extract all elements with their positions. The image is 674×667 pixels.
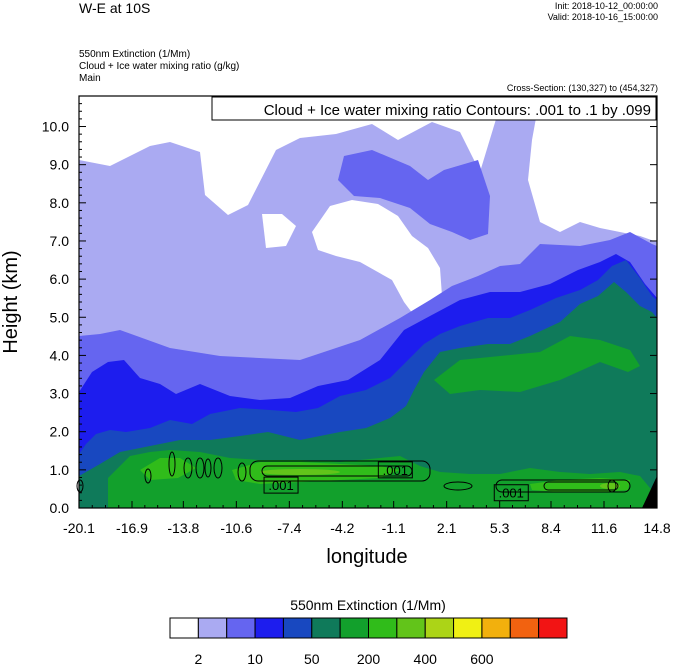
subtitle-mixing-ratio: Cloud + Ice water mixing ratio (g/kg) [79,61,240,72]
colorbar-label: 50 [304,651,320,667]
valid-time: Valid: 2018-10-16_15:00:00 [547,12,658,22]
contour-label: .001 [268,478,293,493]
x-tick-label: -1.1 [382,520,406,536]
y-tick-label: 2.0 [50,424,70,440]
x-tick-label: -10.6 [220,520,252,536]
y-tick-label: 9.0 [50,157,70,173]
colorbar: 2 10 50 200 400 600 [169,617,568,667]
band-green-low [108,450,657,508]
colorbar-swatch [282,617,313,639]
colorbar-swatch [339,617,369,639]
chart-title: W-E at 10S [79,0,151,16]
x-tick-label: 2.1 [437,520,457,536]
colorbar-label: 200 [357,651,381,667]
contour-loop-8 [443,481,473,491]
band-bright-green-3 [140,458,196,480]
contour-info-box [211,96,657,121]
contour-label-box [377,461,413,479]
colorbar-swatch [424,617,455,639]
colorbar-swatch [453,617,483,639]
contour-labels: .001 .001 .001 [263,461,529,502]
cross-section-label: Cross-Section: (130,327) to (454,327) [506,83,658,93]
colorbar-swatch [396,617,426,639]
subtitle-extinction: 550nm Extinction (1/Mm) [79,49,191,60]
init-time: Init: 2018-10-12_00:00:00 [554,1,658,11]
contour-label-box [493,484,529,502]
colorbar-label: 600 [470,651,494,667]
x-tick-label: -4.2 [330,520,354,536]
contour-loop-5 [213,457,223,479]
contour-loop-4 [204,458,212,478]
contour-label: .001 [383,463,408,478]
colorbar-swatch [254,617,284,639]
y-tick-label: 8.0 [50,195,70,211]
mixing-ratio-contours [76,451,631,493]
contour-label-box [263,476,299,494]
clear-pocket-2 [262,214,296,248]
lime-speck-2 [600,483,620,489]
x-axis-title: longitude [326,546,407,568]
colorbar-swatch [197,617,228,639]
x-tick-label: -13.8 [167,520,199,536]
x-tick-label: -20.1 [63,520,95,536]
x-tick-label: -16.9 [116,520,148,536]
band-green-aloft [434,336,640,394]
colorbar-swatch [368,617,398,639]
contour-loop-3 [195,457,205,479]
contour-loop-2 [183,457,193,479]
colorbar-swatch [481,617,511,639]
colorbar-label: 400 [414,651,438,667]
clear-pocket-3 [528,96,657,242]
contour-right-1 [495,479,631,493]
colorbar-label: 2 [194,651,202,667]
x-tick-label: 5.3 [490,520,510,536]
y-tick-label: 7.0 [50,233,70,249]
terrain [642,476,657,508]
y-tick-label: 4.0 [50,347,70,363]
extinction-field [79,96,657,508]
colorbar-title: 550nm Extinction (1/Mm) [290,597,446,613]
y-axis-ticks: 0.0 1.0 2.0 3.0 4.0 5.0 6.0 7.0 8.0 9.0 10.0 [42,95,657,516]
contour-loop-10 [76,479,84,493]
x-tick-label: 8.4 [541,520,561,536]
contour-long-1 [249,460,431,482]
y-tick-label: 6.0 [50,271,70,287]
contour-loop-9 [607,479,617,493]
band-violet-upper [338,150,490,240]
x-tick-label: -7.4 [277,520,301,536]
x-axis-ticks: -20.1 -16.9 -13.8 -10.6 -7.4 -4.2 -1.1 2.1 5.3 8.… [63,501,671,536]
contour-loop-7 [144,468,152,484]
colorbar-swatch [311,617,341,639]
colorbar-swatch [226,617,256,639]
y-tick-label: 5.0 [50,309,70,325]
y-axis-title: Height (km) [0,250,22,353]
y-tick-label: 10.0 [42,119,69,135]
clear-pocket-1 [312,200,442,318]
y-tick-label: 1.0 [50,462,70,478]
colorbar-swatch [538,617,568,639]
x-tick-label: 14.8 [643,520,670,536]
lime-speck-1 [260,469,340,475]
y-tick-label: 0.0 [50,500,70,516]
contour-label: .001 [499,486,524,501]
contour-right-2 [543,481,619,491]
colorbar-label: 10 [247,651,263,667]
contour-loop-6 [237,462,247,482]
y-tick-label: 3.0 [50,386,70,402]
contour-loop-1 [168,451,176,477]
subtitle-domain: Main [79,73,101,84]
x-tick-label: 11.6 [591,520,617,536]
contour-info-text: Cloud + Ice water mixing ratio Contours:… [264,102,651,119]
colorbar-swatch [509,617,540,639]
band-teal [79,282,657,508]
colorbar-swatch [169,617,199,639]
